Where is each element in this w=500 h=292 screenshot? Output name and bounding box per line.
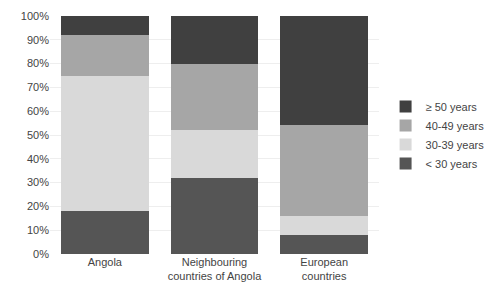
svg-text:80%: 80% bbox=[27, 57, 49, 69]
svg-text:Neighbouringcountries of Angol: Neighbouringcountries of Angola bbox=[168, 256, 262, 282]
svg-text:10%: 10% bbox=[27, 224, 49, 236]
svg-text:≥ 50 years: ≥ 50 years bbox=[426, 101, 478, 113]
svg-text:40-49 years: 40-49 years bbox=[426, 120, 485, 132]
svg-text:30-39 years: 30-39 years bbox=[426, 139, 485, 151]
svg-text:30%: 30% bbox=[27, 176, 49, 188]
svg-text:90%: 90% bbox=[27, 34, 49, 46]
svg-text:100%: 100% bbox=[21, 10, 49, 22]
svg-text:50%: 50% bbox=[27, 129, 49, 141]
svg-text:0%: 0% bbox=[33, 248, 49, 260]
svg-text:60%: 60% bbox=[27, 105, 49, 117]
svg-text:Angola: Angola bbox=[88, 256, 123, 268]
svg-text:< 30 years: < 30 years bbox=[426, 158, 478, 170]
svg-text:20%: 20% bbox=[27, 200, 49, 212]
svg-text:Europeancountries: Europeancountries bbox=[300, 256, 348, 282]
svg-text:70%: 70% bbox=[27, 81, 49, 93]
svg-text:40%: 40% bbox=[27, 153, 49, 165]
